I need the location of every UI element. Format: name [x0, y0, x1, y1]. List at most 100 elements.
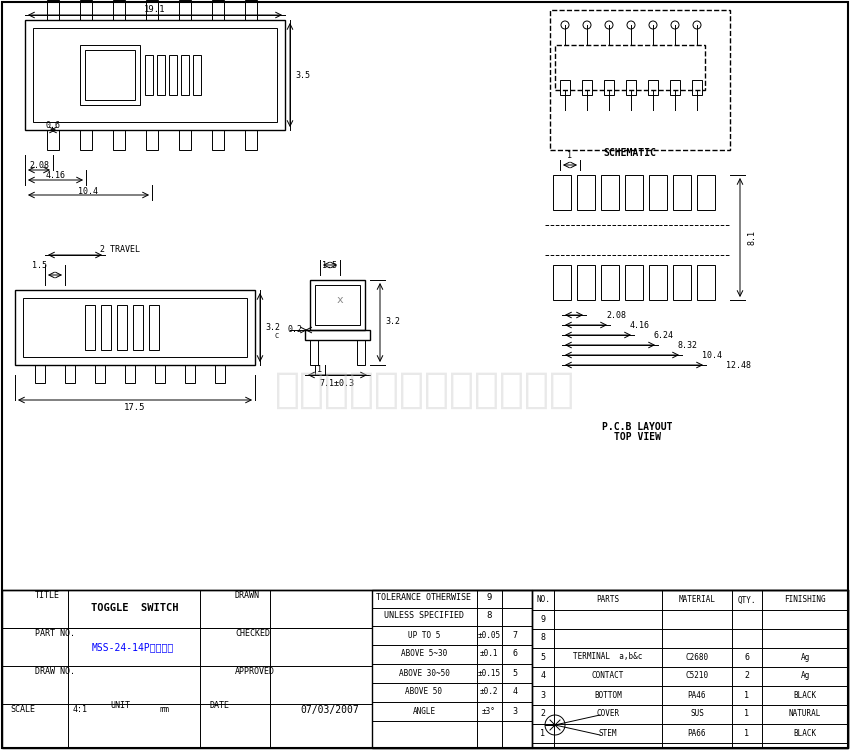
Text: 2 TRAVEL: 2 TRAVEL — [100, 245, 140, 254]
Bar — [15, 290, 255, 365]
Text: 10.4: 10.4 — [702, 350, 722, 359]
Text: UNIT: UNIT — [110, 700, 130, 709]
Text: SCHEMATIC: SCHEMATIC — [604, 148, 656, 158]
Bar — [95, 365, 105, 383]
Bar — [65, 365, 75, 383]
Text: ABOVE 30~50: ABOVE 30~50 — [399, 668, 450, 677]
Text: 9: 9 — [486, 593, 491, 602]
Text: SUS: SUS — [690, 710, 704, 718]
Text: 1: 1 — [318, 365, 322, 374]
Text: 12.48: 12.48 — [726, 361, 751, 370]
Bar — [193, 55, 201, 95]
Text: 8: 8 — [486, 611, 491, 620]
Text: ABOVE 5~30: ABOVE 5~30 — [401, 650, 447, 658]
Bar — [25, 20, 285, 130]
Bar — [697, 175, 715, 210]
Bar — [577, 265, 595, 300]
Text: mm: mm — [160, 706, 170, 715]
Text: TOLERANCE OTHERWISE: TOLERANCE OTHERWISE — [377, 593, 472, 602]
Bar — [604, 80, 614, 95]
Bar — [155, 365, 165, 383]
Bar — [560, 80, 570, 95]
Text: ±0.2: ±0.2 — [479, 688, 498, 697]
Text: ±0.1: ±0.1 — [479, 650, 498, 658]
Bar — [117, 305, 127, 350]
Text: 6: 6 — [513, 650, 518, 658]
Text: APPROVED: APPROVED — [235, 667, 275, 676]
Bar — [245, 0, 257, 20]
Bar — [697, 265, 715, 300]
Text: COVER: COVER — [597, 710, 620, 718]
Bar — [80, 0, 92, 20]
Text: 7: 7 — [513, 631, 518, 640]
Bar — [146, 0, 158, 20]
Text: Ag: Ag — [801, 671, 809, 680]
Text: MSS-24-14P立式贴片: MSS-24-14P立式贴片 — [92, 642, 174, 652]
Bar — [85, 50, 135, 100]
Text: 3: 3 — [541, 691, 546, 700]
Text: STEM: STEM — [598, 728, 617, 737]
Text: TOP VIEW: TOP VIEW — [614, 432, 661, 442]
Bar — [179, 0, 191, 20]
Text: TITLE: TITLE — [35, 590, 60, 599]
Text: C2680: C2680 — [685, 652, 709, 662]
Text: BLACK: BLACK — [793, 691, 817, 700]
Text: ANGLE: ANGLE — [412, 706, 435, 716]
Text: 4: 4 — [513, 688, 518, 697]
Bar — [80, 130, 92, 150]
Bar — [372, 590, 532, 748]
Text: 1: 1 — [745, 691, 750, 700]
Text: BOTTOM: BOTTOM — [594, 691, 622, 700]
Bar — [113, 130, 125, 150]
Bar — [601, 265, 619, 300]
Bar — [532, 590, 848, 748]
Text: 6.24: 6.24 — [654, 331, 674, 340]
Text: CHECKED: CHECKED — [235, 628, 270, 638]
Bar — [157, 55, 165, 95]
Bar — [550, 10, 730, 150]
Bar — [133, 305, 143, 350]
Text: 3: 3 — [513, 706, 518, 716]
Text: x: x — [337, 295, 343, 305]
Text: 8.1: 8.1 — [747, 230, 756, 245]
Text: 8: 8 — [541, 634, 546, 643]
Text: PA66: PA66 — [688, 728, 706, 737]
Text: 1: 1 — [568, 151, 573, 160]
Text: 4:1: 4:1 — [72, 706, 88, 715]
Bar — [23, 298, 247, 357]
Text: 6: 6 — [745, 652, 750, 662]
Text: 1.5: 1.5 — [322, 260, 337, 269]
Bar — [577, 175, 595, 210]
Bar — [181, 55, 189, 95]
Text: 10.4: 10.4 — [78, 188, 99, 196]
Bar — [146, 130, 158, 150]
Text: SCALE: SCALE — [10, 706, 35, 715]
Bar — [145, 55, 153, 95]
Text: 5: 5 — [541, 652, 546, 662]
Text: NATURAL: NATURAL — [789, 710, 821, 718]
Bar — [673, 265, 691, 300]
Bar — [315, 285, 360, 325]
Bar — [673, 175, 691, 210]
Text: ABOVE 50: ABOVE 50 — [405, 688, 443, 697]
Text: 3.2: 3.2 — [386, 317, 400, 326]
Text: ±0.15: ±0.15 — [478, 668, 501, 677]
Text: FINISHING: FINISHING — [785, 596, 826, 604]
Bar — [553, 175, 571, 210]
Text: 3.2: 3.2 — [265, 323, 280, 332]
Bar — [582, 80, 592, 95]
Text: 19.1: 19.1 — [144, 5, 166, 14]
Text: TERMINAL  a,b&c: TERMINAL a,b&c — [573, 652, 643, 662]
Text: 0.6: 0.6 — [46, 121, 60, 130]
Bar — [169, 55, 177, 95]
Text: 3.5: 3.5 — [296, 70, 310, 80]
Text: C5210: C5210 — [685, 671, 709, 680]
Bar — [185, 365, 195, 383]
Bar — [625, 175, 643, 210]
Text: 4.16: 4.16 — [630, 320, 650, 329]
Text: NO.: NO. — [536, 596, 550, 604]
Text: PARTS: PARTS — [597, 596, 620, 604]
Text: 1: 1 — [745, 728, 750, 737]
Bar — [212, 0, 224, 20]
Text: 2: 2 — [541, 710, 546, 718]
